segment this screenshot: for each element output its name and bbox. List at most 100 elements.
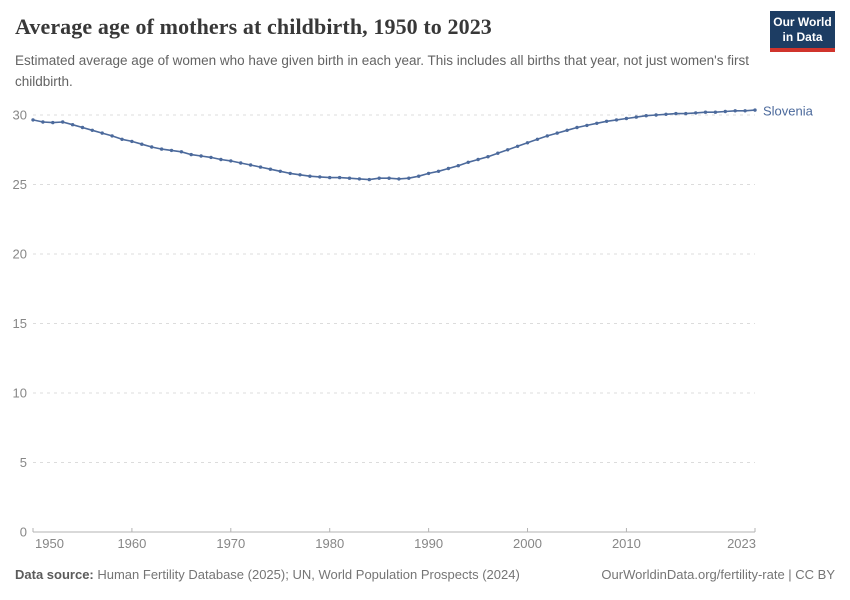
data-point[interactable] — [585, 123, 589, 128]
data-point[interactable] — [357, 177, 362, 181]
data-point[interactable] — [535, 137, 540, 141]
data-point[interactable] — [367, 177, 371, 182]
x-axis-tick-label: 2023 — [727, 536, 756, 551]
data-point[interactable] — [713, 110, 718, 114]
y-axis-tick-label: 30 — [13, 108, 27, 123]
data-point[interactable] — [169, 148, 174, 153]
data-point[interactable] — [634, 115, 638, 119]
x-axis-tick-label: 2010 — [612, 536, 641, 551]
data-point[interactable] — [417, 174, 421, 178]
y-axis-tick-label: 5 — [20, 455, 27, 470]
data-point[interactable] — [120, 137, 124, 141]
owid-logo[interactable]: Our World in Data — [770, 11, 835, 52]
data-point[interactable] — [239, 161, 243, 165]
data-point[interactable] — [337, 175, 342, 180]
x-axis-tick-label: 1990 — [414, 536, 443, 551]
y-axis-tick-label: 10 — [13, 386, 27, 401]
data-point[interactable] — [100, 131, 104, 135]
y-axis-tick-label: 20 — [13, 247, 27, 262]
data-point[interactable] — [140, 142, 144, 146]
data-point[interactable] — [347, 176, 352, 180]
owid-logo-line2: in Data — [782, 29, 823, 44]
data-point[interactable] — [545, 134, 549, 138]
chart-subtitle: Estimated average age of women who have … — [15, 53, 749, 89]
data-point[interactable] — [486, 155, 490, 159]
data-point[interactable] — [229, 159, 233, 163]
data-point[interactable] — [466, 160, 470, 164]
data-point[interactable] — [446, 166, 451, 171]
data-point[interactable] — [397, 177, 401, 181]
data-point[interactable] — [733, 109, 737, 113]
y-axis-tick-label: 25 — [13, 177, 27, 192]
data-point[interactable] — [456, 164, 460, 168]
data-point[interactable] — [41, 120, 45, 124]
data-point[interactable] — [199, 154, 203, 158]
owid-logo-line1: Our World — [773, 14, 832, 29]
data-point[interactable] — [476, 157, 480, 162]
x-axis-tick-label: 2000 — [513, 536, 542, 551]
data-point[interactable] — [159, 147, 164, 151]
data-point[interactable] — [387, 176, 391, 180]
data-source-label: Data source: — [15, 567, 94, 582]
data-point[interactable] — [506, 148, 510, 152]
data-point[interactable] — [723, 109, 727, 114]
data-point[interactable] — [614, 118, 619, 122]
data-point[interactable] — [377, 176, 381, 180]
data-point[interactable] — [407, 176, 411, 180]
data-point[interactable] — [436, 169, 441, 173]
data-point[interactable] — [110, 134, 114, 138]
data-point[interactable] — [318, 175, 322, 179]
data-point[interactable] — [525, 141, 530, 145]
data-point[interactable] — [61, 120, 65, 124]
x-axis-tick-label: 1980 — [315, 536, 344, 551]
data-point[interactable] — [515, 144, 520, 148]
data-point[interactable] — [664, 112, 668, 117]
data-point[interactable] — [31, 118, 35, 122]
data-point[interactable] — [595, 121, 599, 126]
y-axis-tick-label: 15 — [13, 316, 27, 331]
data-point[interactable] — [70, 123, 75, 127]
data-point[interactable] — [644, 114, 648, 118]
data-point[interactable] — [684, 111, 688, 116]
data-point[interactable] — [753, 108, 757, 112]
data-point[interactable] — [90, 128, 95, 132]
data-point[interactable] — [654, 113, 658, 117]
data-point[interactable] — [150, 145, 154, 149]
data-point[interactable] — [179, 150, 184, 154]
data-point[interactable] — [278, 169, 282, 173]
data-point[interactable] — [674, 111, 678, 116]
data-point[interactable] — [496, 151, 500, 155]
data-point[interactable] — [248, 163, 253, 167]
data-point[interactable] — [604, 119, 609, 124]
data-point[interactable] — [426, 171, 431, 176]
y-axis-tick-label: 0 — [20, 525, 27, 540]
data-point[interactable] — [624, 116, 629, 121]
data-point[interactable] — [80, 125, 85, 130]
data-source-note: Data source: Human Fertility Database (2… — [15, 567, 520, 582]
chart-footer: Data source: Human Fertility Database (2… — [15, 567, 835, 582]
data-point[interactable] — [328, 175, 332, 180]
data-point[interactable] — [694, 111, 698, 115]
data-point[interactable] — [743, 109, 747, 113]
data-point[interactable] — [565, 128, 569, 132]
data-point[interactable] — [308, 174, 312, 178]
data-point[interactable] — [130, 139, 134, 144]
data-point[interactable] — [703, 110, 708, 114]
series-label-slovenia[interactable]: Slovenia — [763, 104, 814, 119]
x-axis-tick-label: 1970 — [216, 536, 245, 551]
data-point[interactable] — [219, 157, 223, 162]
license-link[interactable]: OurWorldinData.org/fertility-rate | CC B… — [601, 567, 835, 582]
data-point[interactable] — [189, 152, 193, 157]
data-point[interactable] — [288, 171, 292, 176]
data-point[interactable] — [298, 173, 302, 177]
data-point[interactable] — [209, 155, 213, 160]
data-point[interactable] — [555, 131, 559, 135]
data-point[interactable] — [258, 165, 263, 169]
data-point[interactable] — [575, 125, 579, 130]
data-point[interactable] — [268, 167, 273, 171]
data-point[interactable] — [51, 120, 55, 125]
data-source-value: Human Fertility Database (2025); UN, Wor… — [93, 567, 520, 582]
x-axis-tick-label: 1960 — [117, 536, 146, 551]
